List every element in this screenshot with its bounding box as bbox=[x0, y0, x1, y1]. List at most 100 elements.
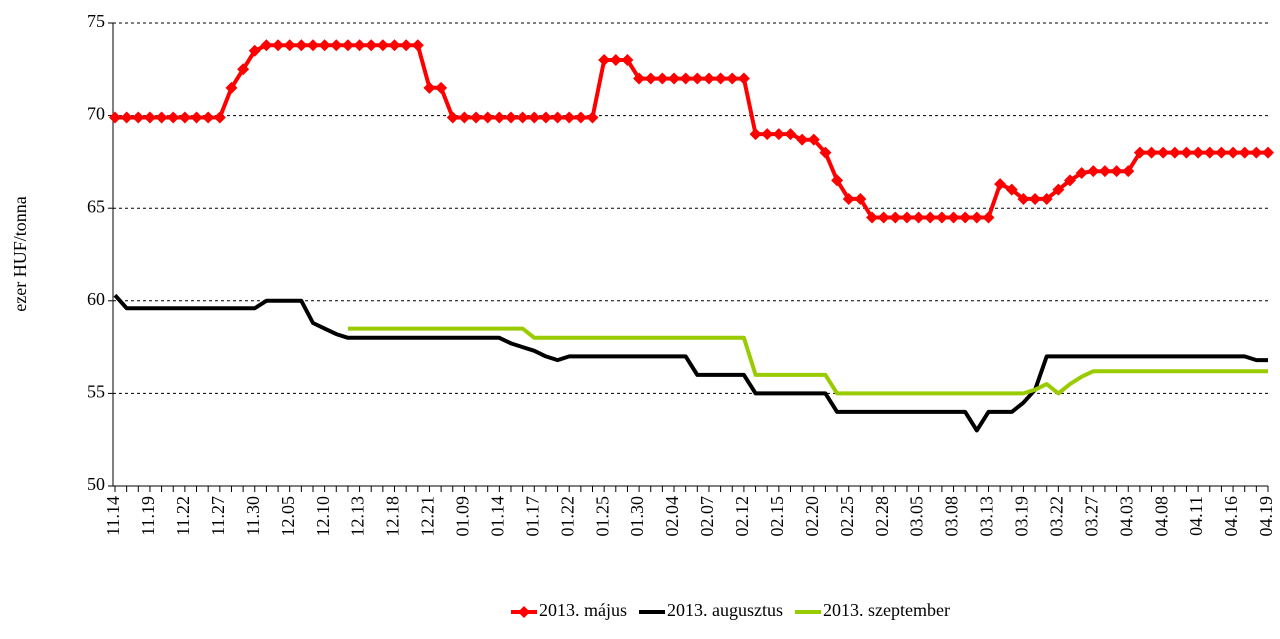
marker bbox=[819, 146, 832, 159]
marker bbox=[551, 111, 564, 124]
x-tick-label: 01.09 bbox=[453, 496, 473, 537]
marker bbox=[493, 111, 506, 124]
marker bbox=[1017, 192, 1030, 205]
marker bbox=[318, 39, 331, 52]
marker bbox=[563, 111, 576, 124]
x-tick-label: 02.20 bbox=[802, 496, 822, 537]
marker bbox=[470, 111, 483, 124]
marker bbox=[1087, 165, 1100, 178]
marker bbox=[598, 54, 611, 67]
x-tick-label: 12.10 bbox=[313, 496, 333, 537]
marker bbox=[912, 211, 925, 224]
x-tick-label: 02.12 bbox=[732, 496, 752, 537]
marker bbox=[202, 111, 215, 124]
marker bbox=[435, 81, 448, 94]
legend-marker bbox=[518, 606, 531, 618]
legend-label: 2013. szeptember bbox=[823, 600, 950, 620]
y-tick-label: 75 bbox=[87, 11, 105, 31]
marker bbox=[959, 211, 972, 224]
marker bbox=[935, 211, 948, 224]
marker bbox=[1238, 146, 1251, 159]
marker bbox=[889, 211, 902, 224]
x-tick-label: 03.27 bbox=[1081, 496, 1101, 537]
marker bbox=[1145, 146, 1158, 159]
x-tick-label: 02.15 bbox=[767, 496, 787, 537]
marker bbox=[260, 39, 273, 52]
marker bbox=[423, 81, 436, 94]
marker bbox=[761, 128, 774, 141]
marker bbox=[737, 72, 750, 85]
x-tick-label: 03.13 bbox=[977, 496, 997, 537]
marker bbox=[446, 111, 459, 124]
marker bbox=[295, 39, 308, 52]
series-line bbox=[347, 326, 1268, 396]
marker bbox=[283, 39, 296, 52]
marker bbox=[143, 111, 156, 124]
x-tick-label: 12.21 bbox=[418, 496, 438, 537]
marker bbox=[772, 128, 785, 141]
x-tick-label: 03.08 bbox=[942, 496, 962, 537]
marker bbox=[528, 111, 541, 124]
marker bbox=[341, 39, 354, 52]
marker bbox=[353, 39, 366, 52]
marker bbox=[1098, 165, 1111, 178]
marker bbox=[947, 211, 960, 224]
marker bbox=[213, 111, 226, 124]
x-tick-label: 01.25 bbox=[592, 496, 612, 537]
marker bbox=[155, 111, 168, 124]
marker bbox=[132, 111, 145, 124]
marker bbox=[1075, 167, 1088, 180]
marker bbox=[225, 81, 238, 94]
marker bbox=[831, 174, 844, 187]
marker bbox=[411, 39, 424, 52]
marker bbox=[1005, 183, 1018, 196]
x-tick-label: 01.14 bbox=[487, 496, 507, 536]
marker bbox=[1215, 146, 1228, 159]
marker bbox=[854, 192, 867, 205]
x-tick-label: 11.22 bbox=[173, 496, 193, 536]
marker bbox=[609, 54, 622, 67]
marker bbox=[784, 128, 797, 141]
marker bbox=[702, 72, 715, 85]
marker bbox=[970, 211, 983, 224]
marker bbox=[1250, 146, 1263, 159]
legend: 2013. május 2013. augusztus 2013. szeptemb… bbox=[511, 600, 950, 620]
marker bbox=[656, 72, 669, 85]
marker bbox=[1180, 146, 1193, 159]
x-tick-label: 01.30 bbox=[627, 496, 647, 537]
marker bbox=[237, 63, 250, 76]
marker bbox=[586, 111, 599, 124]
marker bbox=[1122, 165, 1135, 178]
x-tick-label: 11.19 bbox=[138, 496, 158, 536]
x-tick-label: 02.07 bbox=[697, 496, 717, 537]
marker bbox=[481, 111, 494, 124]
y-tick-label: 50 bbox=[87, 474, 105, 494]
x-tick-label: 04.11 bbox=[1186, 496, 1206, 536]
x-tick-label: 03.22 bbox=[1046, 496, 1066, 537]
marker bbox=[866, 211, 879, 224]
series-line bbox=[113, 293, 1268, 433]
legend-label: 2013. május bbox=[539, 600, 627, 620]
marker bbox=[365, 39, 378, 52]
x-tick-label: 02.28 bbox=[872, 496, 892, 537]
marker bbox=[330, 39, 343, 52]
marker bbox=[679, 72, 692, 85]
x-tick-label: 12.13 bbox=[348, 496, 368, 537]
x-tick-label: 11.30 bbox=[243, 496, 263, 536]
marker bbox=[877, 211, 890, 224]
x-tick-label: 12.05 bbox=[278, 496, 298, 537]
legend-label: 2013. augusztus bbox=[667, 600, 783, 620]
marker bbox=[109, 111, 121, 124]
marker bbox=[644, 72, 657, 85]
marker bbox=[306, 39, 319, 52]
y-tick-label: 60 bbox=[87, 289, 105, 309]
x-tick-label: 12.18 bbox=[383, 496, 403, 537]
marker bbox=[504, 111, 517, 124]
marker bbox=[982, 211, 995, 224]
marker bbox=[1133, 146, 1146, 159]
marker bbox=[516, 111, 529, 124]
marker bbox=[924, 211, 937, 224]
marker bbox=[1029, 192, 1042, 205]
